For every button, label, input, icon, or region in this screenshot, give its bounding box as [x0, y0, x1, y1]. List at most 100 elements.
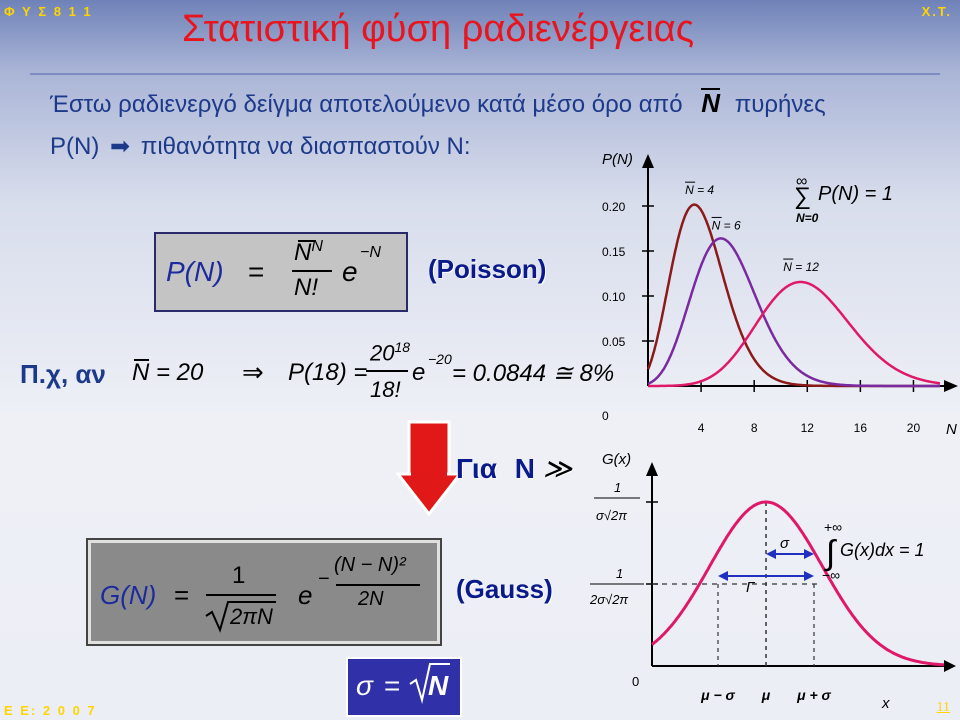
- intro-line-1: Έστω ραδιενεργό δείγμα αποτελούμενο κατά…: [50, 88, 826, 119]
- gauss-y-arrow: [646, 462, 658, 476]
- poisson-sum-bottom: N=0: [796, 211, 819, 225]
- gauss-curve: [651, 500, 945, 667]
- poisson-series-label: N = 6: [712, 218, 741, 232]
- gauss-exp-bar: [336, 584, 420, 586]
- poisson-chart: P(N) 0 0.05 0.10 0.15 0.20 4 8 12 16 20 N N = 4 N = …: [602, 151, 958, 438]
- gauss-integral-icon: ∫: [824, 534, 837, 572]
- poisson-x-tick-label: 12: [801, 421, 815, 435]
- n-bar-symbol: N: [701, 88, 721, 118]
- poisson-y-tick-label: 0: [602, 409, 609, 423]
- poisson-exp-base: e: [342, 256, 358, 287]
- poisson-sum-top: ∞: [796, 173, 807, 190]
- poisson-lhs: P(N): [166, 256, 224, 287]
- example-numerator: 2018: [370, 339, 411, 366]
- gauss-integral-lower: −∞: [822, 567, 840, 583]
- gauss-x-arrow: [944, 660, 956, 672]
- page-title: Στατιστική φύση ραδιενέργειας: [182, 8, 695, 50]
- poisson-y-tick-label: 0.05: [602, 335, 626, 349]
- poisson-x-arrow: [944, 380, 958, 392]
- intro-text: Έστω ραδιενεργό δείγμα αποτελούμενο κατά…: [50, 91, 683, 118]
- gauss-chart: G(x) 1 σ√2π 1 2σ√2π 0 Γσ μ − σ μ μ + σ x +∞∫−∞G(x)…: [589, 451, 956, 712]
- sigma-symbol: σ: [356, 670, 373, 701]
- poisson-series-line: [647, 237, 940, 388]
- gauss-gamma-arrowhead-left: [718, 571, 728, 581]
- gauss-exp-denominator: 2N: [358, 588, 384, 610]
- course-code: Φ Υ Σ 8 1 1: [4, 4, 93, 19]
- poisson-y-arrow: [642, 154, 654, 168]
- gauss-sigma-arrowhead-right: [804, 549, 814, 559]
- poisson-formula-box: [154, 232, 408, 312]
- sigma-rhs: N: [428, 670, 449, 701]
- poisson-y-tick-label: 0.20: [602, 200, 626, 214]
- poisson-sum-label: P(N) = 1: [818, 183, 893, 205]
- poisson-fraction-bar: [292, 270, 332, 272]
- gauss-formula-box: [86, 538, 442, 646]
- gauss-x-mark: μ − σ: [700, 687, 735, 703]
- gauss-y-tick-top-den: σ√2π: [596, 508, 627, 523]
- gauss-numerator: 1: [232, 562, 246, 589]
- gauss-sigma-arrowhead-left: [766, 549, 776, 559]
- example-result: = 0.0844 ≅ 8%: [452, 360, 615, 387]
- example-fraction-bar: [366, 370, 408, 372]
- transition-gg: ≫: [542, 453, 573, 484]
- gauss-exp-base: e: [298, 580, 313, 610]
- example-condition: N = 20: [132, 359, 204, 386]
- arrow-icon: ➡: [110, 133, 131, 160]
- gauss-integral-body: G(x)dx = 1: [840, 540, 925, 560]
- poisson-y-tick-label: 0.10: [602, 290, 626, 304]
- poisson-xlabel: N: [946, 421, 957, 438]
- intro-line-2: P(N) ➡ πιθανότητα να διασπαστούν N:: [50, 132, 471, 161]
- poisson-label: (Poisson): [428, 254, 547, 284]
- poisson-series-line: [648, 280, 941, 388]
- sigma-eq: =: [384, 670, 401, 701]
- poisson-x-tick-label: 16: [854, 421, 868, 435]
- poisson-ylabel: P(N): [602, 151, 633, 168]
- transition-n: N: [514, 453, 535, 484]
- poisson-eq: =: [248, 256, 265, 287]
- gauss-integral-upper: +∞: [824, 519, 842, 535]
- example-exp-base: e: [412, 359, 426, 386]
- gauss-fraction-bar: [206, 594, 276, 596]
- poisson-sum-icon: ∑: [794, 183, 811, 210]
- gauss-y-tick-mid-num: 1: [616, 566, 623, 581]
- poisson-x-tick-label: 8: [751, 421, 758, 435]
- example-nbar-overline: [134, 359, 149, 361]
- gauss-denominator: 2πN: [230, 604, 273, 629]
- gauss-exp-numerator: (N − N)²: [334, 554, 406, 576]
- example-line: Π.χ, αν N = 20 ⇒ P(18) = 2018 18! e −20 …: [20, 339, 614, 405]
- author-code: Χ.Τ.: [921, 4, 952, 19]
- gauss-origin: 0: [632, 674, 639, 689]
- poisson-y-tick-label: 0.15: [602, 245, 626, 259]
- gauss-exp-minus: −: [318, 568, 330, 590]
- gauss-xlabel: x: [881, 695, 890, 712]
- gauss-x-mark: μ + σ: [796, 687, 831, 703]
- gauss-label: (Gauss): [456, 574, 553, 604]
- sqrt-icon-sigma: [409, 663, 450, 704]
- gauss-y-tick-top-num: 1: [614, 480, 621, 495]
- poisson-x-tick-label: 4: [698, 421, 705, 435]
- title-divider: [30, 73, 940, 75]
- transition-label: Για N ≫: [456, 453, 573, 484]
- example-lhs: P(18) =: [288, 359, 368, 386]
- intro-line-2-text: πιθανότητα να διασπαστούν N:: [140, 133, 471, 160]
- gauss-lhs: G(N): [100, 580, 157, 610]
- poisson-x-tick-label: 20: [907, 421, 921, 435]
- gauss-gamma-arrowhead-right: [804, 571, 814, 581]
- down-arrow-icon: [396, 420, 462, 516]
- poisson-numerator: NN: [294, 238, 323, 266]
- page-number: 11: [936, 700, 950, 715]
- intro-end: πυρήνες: [734, 91, 826, 118]
- poisson-exp-power: −N: [360, 244, 381, 261]
- example-denominator: 18!: [370, 377, 401, 402]
- poisson-denominator: N!: [294, 274, 318, 301]
- sqrt-icon: [205, 601, 276, 633]
- gauss-gamma-label: Γ: [746, 579, 756, 596]
- example-prefix: Π.χ, αν: [20, 359, 106, 389]
- gauss-eq: =: [174, 580, 190, 610]
- gauss-ylabel: G(x): [602, 451, 631, 468]
- gauss-sigma-label: σ: [780, 535, 790, 552]
- sigma-formula-box: [346, 657, 462, 717]
- example-exp-power: −20: [428, 351, 452, 367]
- implies-icon: ⇒: [242, 357, 264, 387]
- poisson-series-label: N = 12: [783, 260, 819, 274]
